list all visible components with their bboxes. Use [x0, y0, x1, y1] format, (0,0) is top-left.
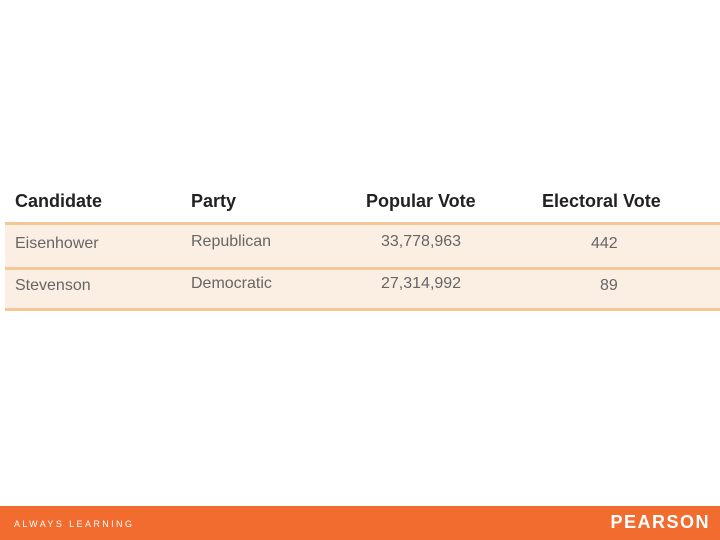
cell-popular-vote: 27,314,992 — [381, 275, 462, 292]
header-electoral-vote: Electoral Vote — [542, 191, 661, 211]
header-candidate: Candidate — [15, 191, 103, 211]
table-row: Stevenson Democratic 27,314,992 89 — [5, 270, 720, 311]
table-header-row: Candidate Party Popular Vote Electoral V… — [0, 185, 720, 221]
cell-party: Republican — [191, 233, 272, 250]
cell-popular-vote: 33,778,963 — [381, 233, 462, 250]
header-party: Party — [191, 191, 237, 211]
cell-candidate: Stevenson — [15, 277, 91, 294]
brand-logo: PEARSON — [610, 512, 710, 532]
row-divider — [5, 267, 720, 270]
header-popular-vote: Popular Vote — [366, 191, 476, 211]
cell-candidate: Eisenhower — [15, 235, 99, 252]
table-row: Eisenhower Republican 33,778,963 442 — [5, 227, 720, 268]
cell-party: Democratic — [191, 275, 272, 292]
cell-electoral-vote: 442 — [591, 235, 618, 252]
cell-electoral-vote: 89 — [600, 277, 618, 294]
footer-bar: ALWAYS LEARNING PEARSON — [0, 506, 720, 540]
table-body: Eisenhower Republican 33,778,963 442 Ste… — [5, 222, 720, 311]
footer-tagline: ALWAYS LEARNING — [14, 519, 135, 529]
